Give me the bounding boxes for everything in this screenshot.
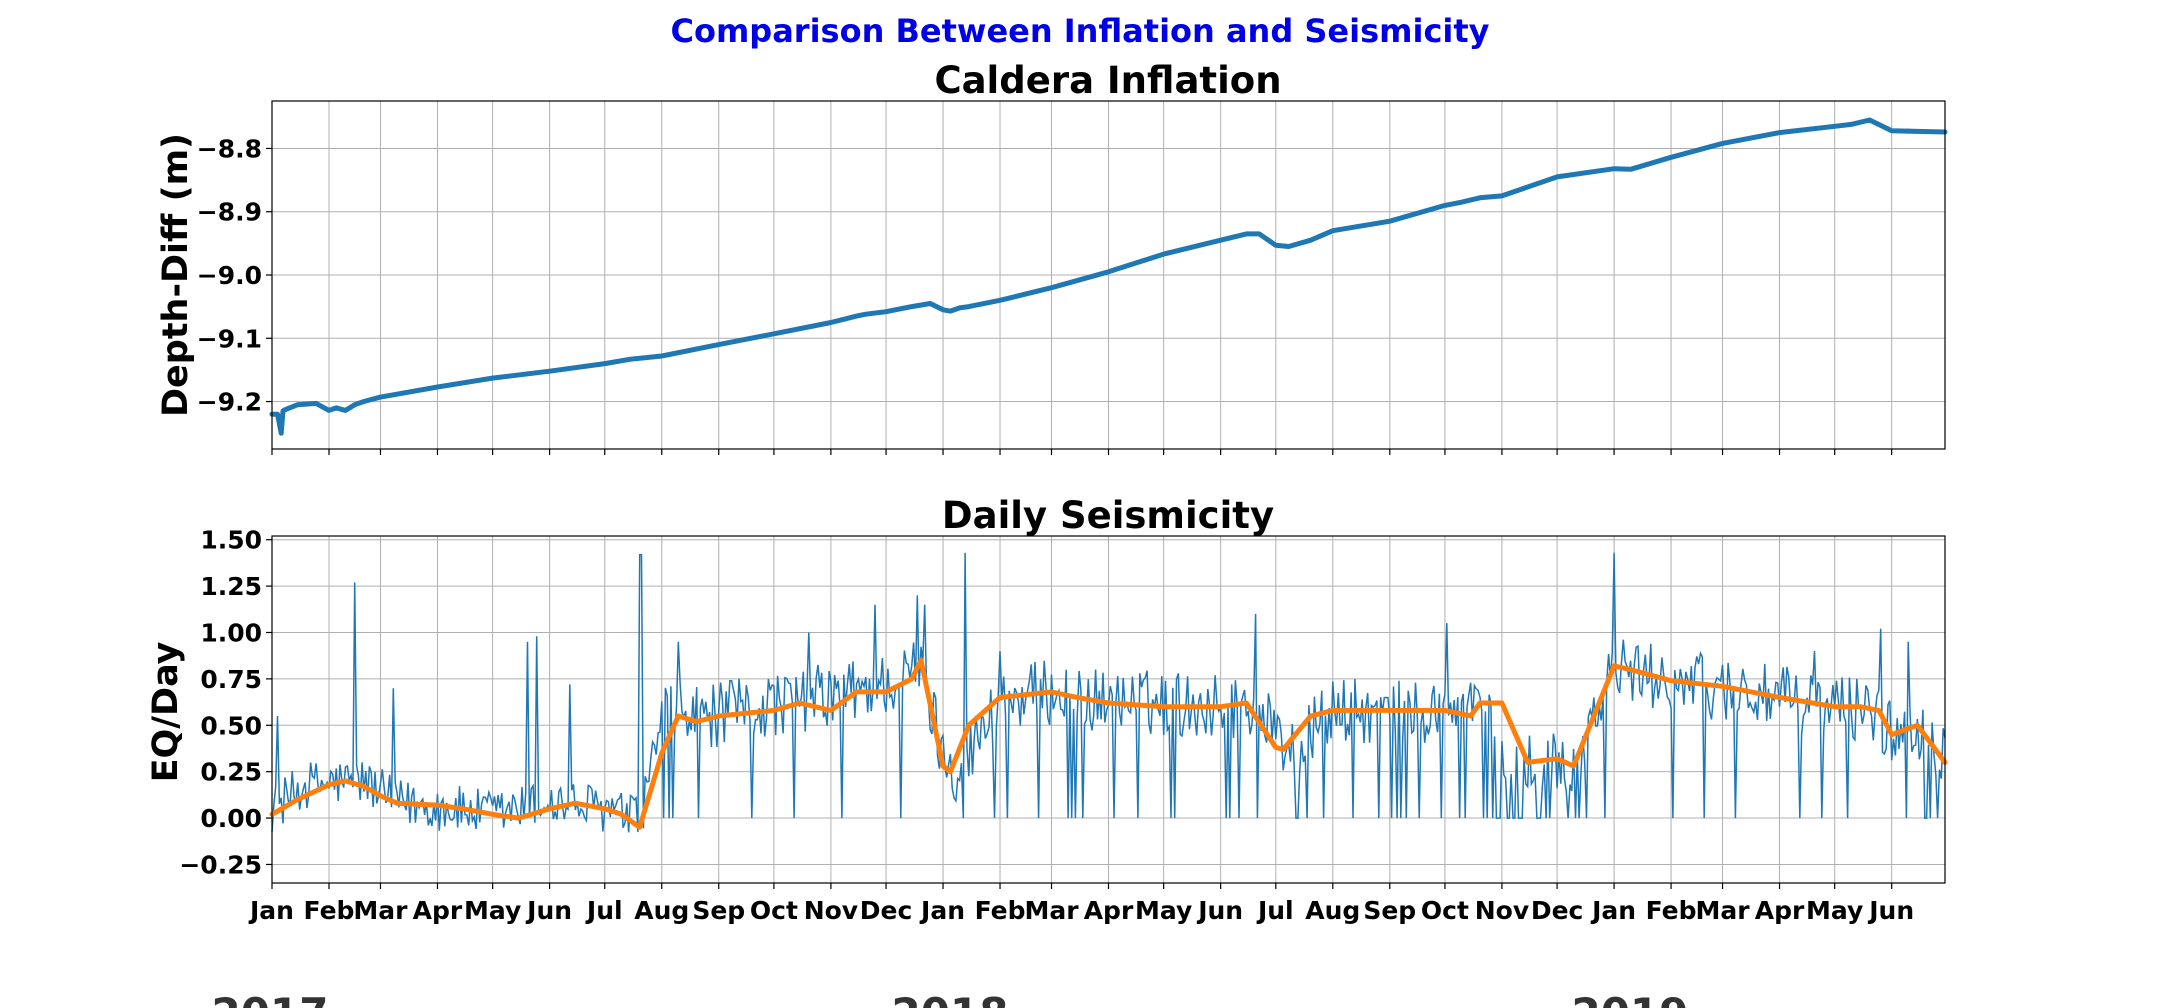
y-tick-label: −8.8 [197,134,262,163]
x-tick-label: Jan [248,896,294,925]
x-tick-label: Nov [1475,896,1529,925]
y-tick-label: −0.25 [179,850,262,879]
x-tick-label: Dec [860,896,913,925]
x-tick-label: Jan [919,896,965,925]
x-tick-label: Nov [804,896,858,925]
x-tick-label: Feb [975,896,1026,925]
x-tick-label: Sep [1363,896,1416,925]
y-tick-label: −9.2 [197,388,262,417]
x-tick-label: Jun [1867,896,1914,925]
x-tick-label: May [1135,896,1192,925]
x-tick-label: Jun [525,896,572,925]
y-tick-label: 0.25 [200,758,262,787]
x-tick-label: Jul [1256,896,1294,925]
y-tick-label: 1.50 [200,526,262,555]
grid-inflation [271,101,1945,455]
series-line-rolling-mean [269,657,1948,830]
year-label-2019: 2019 [1572,989,1689,1008]
chart-daily-seismicity: Daily Seismicity 1.50 1.25 1.00 0.75 0.50 0.2… [146,494,1948,925]
series-line-inflation [269,117,1948,436]
chart-title-seismicity: Daily Seismicity [942,494,1274,537]
x-tick-label: Oct [750,896,798,925]
x-tick-label: May [1806,896,1863,925]
x-tick-label: Aug [1305,896,1360,925]
x-tick-label: Mar [1696,896,1751,925]
y-tick-label: 0.50 [200,711,262,740]
y-axis-label-inflation: Depth-Diff (m) [156,133,196,417]
y-tick-label: −8.9 [197,198,262,227]
year-label-2017: 2017 [212,989,329,1008]
x-tick-label: Apr [1755,896,1805,925]
x-tick-label: Jul [585,896,623,925]
year-label-2018: 2018 [892,989,1009,1008]
x-tick-label: Apr [413,896,463,925]
series-group-inflation [269,117,1948,436]
x-tick-label: Dec [1531,896,1584,925]
x-tick-label: Feb [1646,896,1697,925]
y-ticks-seismicity: 1.50 1.25 1.00 0.75 0.50 0.25 0.00 −0.25 [179,526,272,879]
x-tick-label: Jun [1196,896,1243,925]
x-tick-label: Jan [1590,896,1636,925]
grid-seismicity [271,536,1945,889]
x-tick-label: Mar [353,896,408,925]
year-labels: 2017 2018 2019 [212,989,1689,1008]
y-tick-label: −9.0 [197,261,262,290]
chart-title-inflation: Caldera Inflation [934,59,1281,102]
y-ticks-inflation: −8.8 −8.9 −9.0 −9.1 −9.2 [197,134,272,417]
x-tick-label: Oct [1421,896,1469,925]
plot-frame-seismicity [271,535,1946,884]
x-tick-label: Sep [692,896,745,925]
x-tick-label: Apr [1084,896,1134,925]
x-tick-label: May [464,896,521,925]
y-tick-label: −9.1 [197,324,262,353]
y-tick-label: 1.00 [200,618,262,647]
x-tick-label: Mar [1024,896,1079,925]
series-group-seismicity [269,552,1948,833]
y-tick-label: 0.00 [200,804,262,833]
chart-caldera-inflation: Caldera Inflation −8.8 −8.9 −9.0 −9.1 −9.2 D… [156,59,1948,455]
y-tick-label: 0.75 [200,665,262,694]
plot-frame-inflation [271,100,1946,450]
x-tick-label: Aug [634,896,689,925]
figure-suptitle: Comparison Between Inflation and Seismic… [670,12,1489,50]
y-axis-label-seismicity: EQ/Day [146,641,186,782]
y-tick-label: 1.25 [200,572,262,601]
x-tick-label: Feb [304,896,355,925]
